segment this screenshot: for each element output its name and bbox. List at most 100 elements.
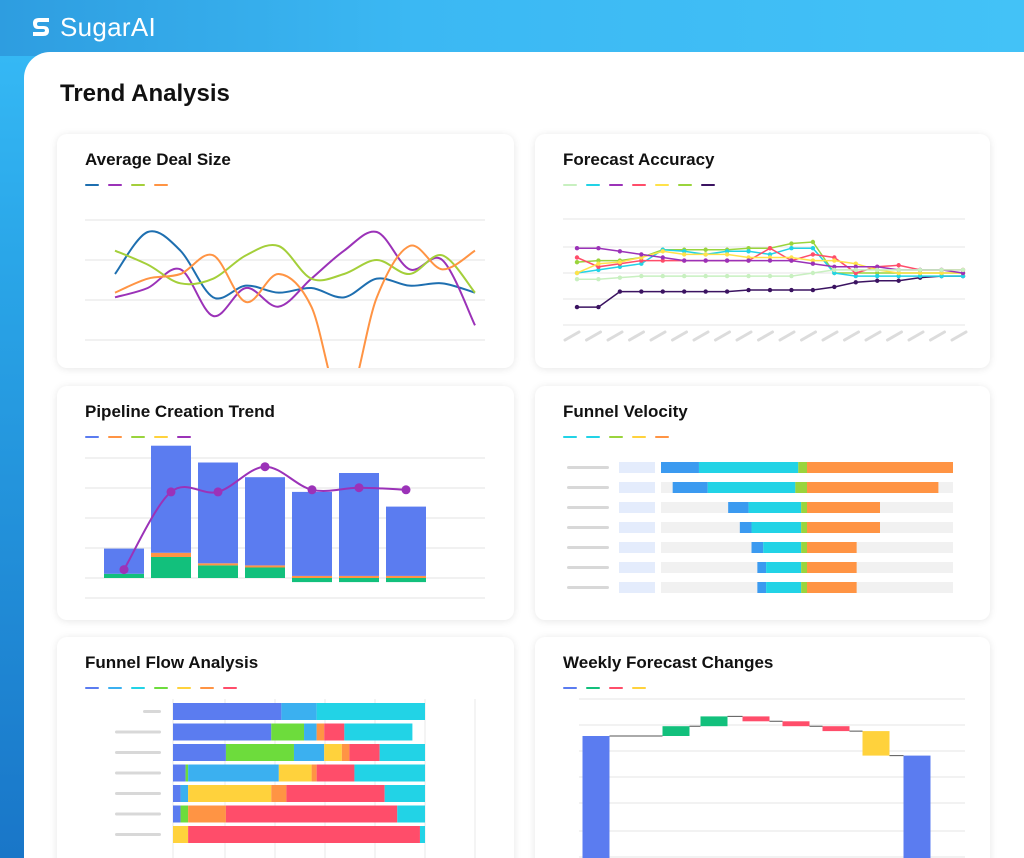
- bar-segment: [104, 573, 144, 578]
- data-point: [617, 259, 623, 265]
- tick-label: [950, 330, 968, 342]
- bar-segment: [198, 462, 238, 564]
- data-point: [960, 270, 966, 276]
- data-point: [724, 289, 730, 294]
- bar-segment: [245, 565, 285, 568]
- data-point: [853, 273, 858, 279]
- row-label: [567, 526, 609, 529]
- data-point: [617, 289, 623, 294]
- data-point: [617, 264, 623, 269]
- bar-segment: [225, 805, 398, 823]
- data-point: [724, 273, 730, 279]
- legend-swatch: [108, 184, 122, 186]
- bar-segment: [173, 764, 186, 782]
- bar-segment: [180, 785, 189, 802]
- bar-segment: [349, 744, 380, 761]
- tick-label: [778, 330, 796, 342]
- tick-label: [929, 330, 946, 342]
- data-point: [789, 287, 794, 293]
- chart-legend: [85, 184, 168, 186]
- data-point: [724, 252, 730, 257]
- data-point: [596, 304, 601, 310]
- data-point: [682, 249, 687, 254]
- data-point: [789, 255, 794, 260]
- data-point: [574, 246, 580, 251]
- data-point: [639, 252, 644, 257]
- card-funnel-velocity[interactable]: Funnel Velocity: [535, 386, 990, 620]
- tick-label: [886, 330, 903, 342]
- data-point: [767, 255, 773, 260]
- bar-segment: [281, 703, 317, 720]
- data-point: [810, 252, 816, 257]
- card-title: Funnel Flow Analysis: [85, 653, 259, 672]
- data-point: [875, 267, 880, 273]
- bar-segment: [173, 723, 272, 741]
- card-funnel-flow-analysis[interactable]: Funnel Flow Analysis: [57, 637, 514, 858]
- row-label: [143, 710, 161, 713]
- data-point: [746, 258, 751, 263]
- tick-label: [714, 330, 731, 342]
- data-point: [896, 270, 901, 276]
- row-label: [115, 730, 161, 734]
- data-point: [789, 273, 794, 279]
- data-point: [896, 263, 901, 268]
- data-point: [789, 258, 794, 263]
- data-point: [660, 273, 665, 279]
- main-panel: Trend Analysis Average Deal Size Forecas…: [24, 52, 1024, 858]
- tick-label: [907, 330, 925, 342]
- row-label: [115, 751, 161, 754]
- data-point: [853, 264, 858, 269]
- data-point: [617, 249, 623, 254]
- data-point: [746, 246, 751, 251]
- bar-segment: [188, 764, 279, 782]
- data-point: [810, 246, 816, 251]
- bar-segment: [316, 723, 325, 741]
- tick-label: [649, 330, 667, 342]
- data-point: [810, 258, 816, 263]
- data-point: [832, 270, 837, 276]
- bar-segment: [386, 575, 426, 578]
- data-point: [789, 241, 794, 246]
- legend-swatch: [85, 436, 99, 438]
- waterfall-bar: [662, 726, 690, 736]
- bar-segment: [316, 703, 425, 720]
- series-line: [114, 244, 476, 368]
- legend-swatch: [108, 687, 122, 689]
- page-title: Trend Analysis: [60, 80, 230, 107]
- sugarai-logo-icon: [33, 17, 49, 36]
- data-point: [660, 249, 665, 254]
- legend-swatch: [563, 184, 577, 186]
- legend-swatch: [609, 436, 623, 438]
- bar-segment: [354, 764, 425, 782]
- series-line: [114, 230, 476, 326]
- card-title: Funnel Velocity: [563, 402, 688, 421]
- legend-swatch: [154, 184, 168, 186]
- data-point: [832, 255, 837, 260]
- card-pipeline-creation-trend[interactable]: Pipeline Creation Trend: [57, 386, 514, 620]
- tick-label: [843, 330, 860, 342]
- legend-swatch: [609, 687, 623, 689]
- trend-point: [260, 462, 270, 472]
- data-point: [960, 273, 966, 279]
- bar-segment: [766, 562, 802, 573]
- legend-swatch: [701, 184, 715, 186]
- data-point: [574, 255, 580, 260]
- card-weekly-forecast-changes[interactable]: Weekly Forecast Changes: [535, 637, 990, 858]
- data-point: [703, 258, 708, 263]
- bar-segment: [419, 826, 425, 843]
- data-point: [639, 261, 644, 266]
- card-average-deal-size[interactable]: Average Deal Size: [57, 134, 514, 368]
- bar-segment: [397, 805, 425, 823]
- tick-label: [606, 330, 624, 342]
- data-point: [724, 249, 730, 254]
- bar-segment: [807, 542, 857, 553]
- brand[interactable]: SugarAI: [30, 12, 156, 43]
- data-point: [832, 264, 837, 269]
- legend-swatch: [655, 436, 669, 438]
- row-label: [567, 466, 609, 469]
- forecast-accuracy-chart: [563, 218, 968, 342]
- bar-segment: [751, 522, 802, 533]
- trend-point: [166, 487, 176, 497]
- card-forecast-accuracy[interactable]: Forecast Accuracy: [535, 134, 990, 368]
- bar-segment: [807, 582, 857, 593]
